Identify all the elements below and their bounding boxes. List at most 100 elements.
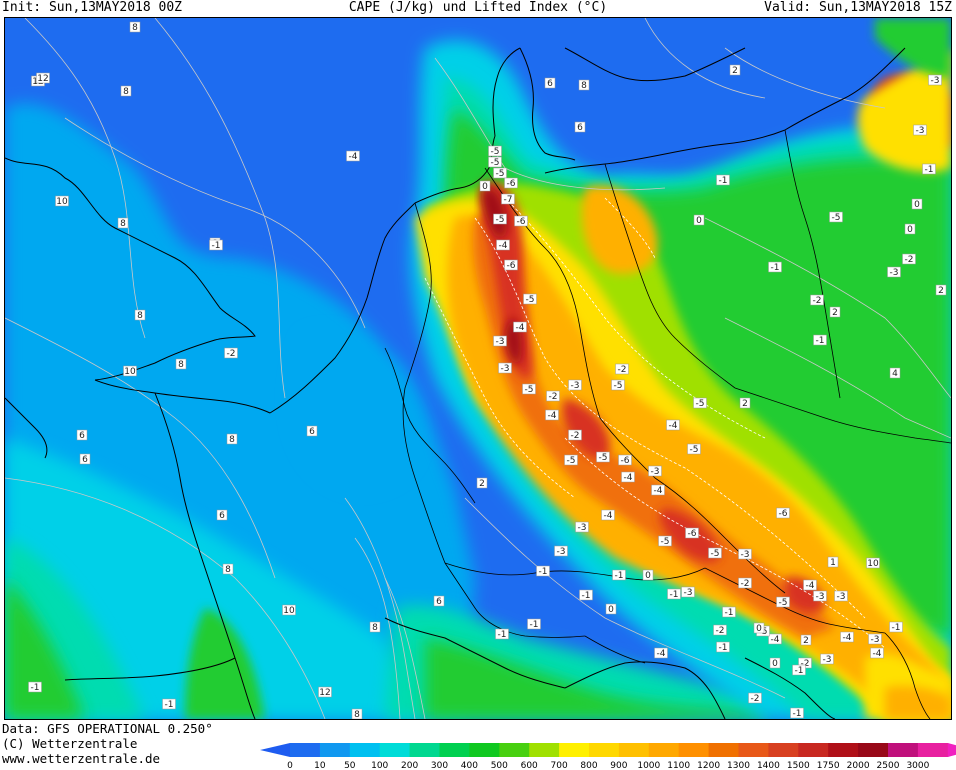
country-border (402, 202, 446, 564)
svg-text:-4: -4 (771, 635, 780, 645)
li-label: 10 (55, 195, 69, 207)
colorbar-tick-label: 1200 (697, 761, 720, 770)
li-label: 0 (753, 622, 765, 634)
map-title: CAPE (J/kg) und Lifted Index (°C) (348, 0, 608, 15)
colorbar-segment (499, 743, 530, 757)
li-label: -1 (922, 163, 936, 175)
svg-text:0: 0 (482, 182, 488, 192)
svg-text:-5: -5 (614, 381, 623, 391)
field-orange (885, 686, 951, 719)
li-label: -5 (693, 397, 707, 409)
li-label: -3 (913, 124, 927, 136)
colorbar-tick-label: 100 (371, 761, 388, 770)
li-label: 8 (129, 21, 141, 33)
colorbar-tick-label: 2500 (877, 761, 900, 770)
svg-text:2: 2 (938, 286, 944, 296)
isoline (354, 537, 401, 719)
li-label: -3 (554, 545, 568, 557)
svg-text:-1: -1 (212, 241, 221, 251)
colorbar-tick-label: 1400 (757, 761, 780, 770)
colorbar-segment (648, 743, 680, 757)
svg-text:-3: -3 (890, 268, 899, 278)
field-cyan (5, 438, 425, 719)
svg-text:-6: -6 (517, 217, 526, 227)
svg-text:-3: -3 (823, 655, 832, 665)
svg-text:-3: -3 (557, 547, 566, 557)
country-border (484, 167, 601, 419)
svg-text:-1: -1 (816, 336, 825, 346)
coastline (5, 157, 256, 381)
copyright: (C) Wetterzentrale (2, 736, 138, 751)
li-label: -3 (575, 521, 589, 533)
li-label: -5 (493, 167, 507, 179)
li-label: -5 (522, 383, 536, 395)
svg-text:12: 12 (37, 74, 48, 84)
li-label: -2 (224, 347, 238, 359)
svg-text:-5: -5 (599, 453, 608, 463)
colorbar-tick-label: 900 (610, 761, 627, 770)
svg-text:-5: -5 (491, 158, 500, 168)
li-label: -5 (611, 379, 625, 391)
svg-text:10: 10 (124, 367, 136, 377)
svg-text:-2: -2 (801, 659, 810, 669)
li-label: 6 (544, 77, 556, 89)
svg-text:0: 0 (907, 225, 913, 235)
colorbar-tick-label: 1750 (817, 761, 840, 770)
li-label: 8 (222, 563, 234, 575)
li-isoline-dashed (604, 197, 656, 259)
isoline (464, 497, 786, 699)
website-url: www.wetterzentrale.de (2, 751, 161, 766)
isoline (384, 577, 426, 719)
svg-text:6: 6 (82, 455, 88, 465)
li-label: -3 (834, 590, 848, 602)
li-isoline-dashed (564, 437, 886, 649)
svg-text:8: 8 (372, 623, 378, 633)
data-source: Data: GFS OPERATIONAL 0.250° (2, 721, 213, 736)
li-label: 1 (827, 556, 839, 568)
svg-text:-4: -4 (548, 411, 557, 421)
svg-text:10: 10 (56, 197, 68, 207)
svg-text:6: 6 (79, 431, 85, 441)
li-label: 2 (829, 306, 841, 318)
country-border (384, 347, 476, 504)
svg-text:-2: -2 (227, 349, 236, 359)
li-label: -4 (513, 321, 527, 333)
svg-text:-1: -1 (539, 567, 548, 577)
svg-text:-4: -4 (349, 152, 358, 162)
svg-text:8: 8 (178, 360, 184, 370)
svg-text:-3: -3 (684, 588, 693, 598)
colorbar-segment (319, 743, 351, 757)
li-label: 6 (76, 429, 88, 441)
country-border (444, 562, 586, 638)
svg-text:-2: -2 (716, 626, 725, 636)
li-labels: 1210888108868666862881081212-1-140-5-5-5… (28, 21, 947, 719)
cape-map[interactable]: 1210888108868666862881081212-1-140-5-5-5… (4, 17, 952, 720)
li-label: 0 (769, 657, 781, 669)
svg-text:8: 8 (120, 219, 126, 229)
colorbar-segment (828, 743, 859, 757)
li-label: -3 (928, 74, 942, 86)
isoline (704, 217, 951, 399)
li-label: -5 (493, 213, 507, 225)
colorbar-segment (559, 743, 590, 757)
li-label: 8 (117, 217, 129, 229)
svg-text:-2: -2 (571, 431, 580, 441)
li-label: 0 (479, 180, 491, 192)
coastline (784, 47, 906, 131)
colorbar-tick-label: 3000 (906, 761, 929, 770)
svg-text:-3: -3 (816, 592, 825, 602)
field-green (5, 578, 85, 719)
colorbar-tick-label: 10 (314, 761, 326, 770)
li-label: 2 (476, 477, 488, 489)
colorbar-segment (409, 743, 440, 757)
li-label: -4 (803, 579, 817, 591)
svg-text:-3: -3 (571, 381, 580, 391)
svg-text:-1: -1 (725, 608, 734, 618)
colorbar-segment (798, 743, 829, 757)
coastline (564, 47, 746, 82)
li-label: -2 (738, 577, 752, 589)
li-label: 6 (574, 121, 586, 133)
colorbar-segment (917, 743, 949, 757)
svg-text:-5: -5 (526, 295, 535, 305)
colorbar-tick-label: 600 (521, 761, 538, 770)
